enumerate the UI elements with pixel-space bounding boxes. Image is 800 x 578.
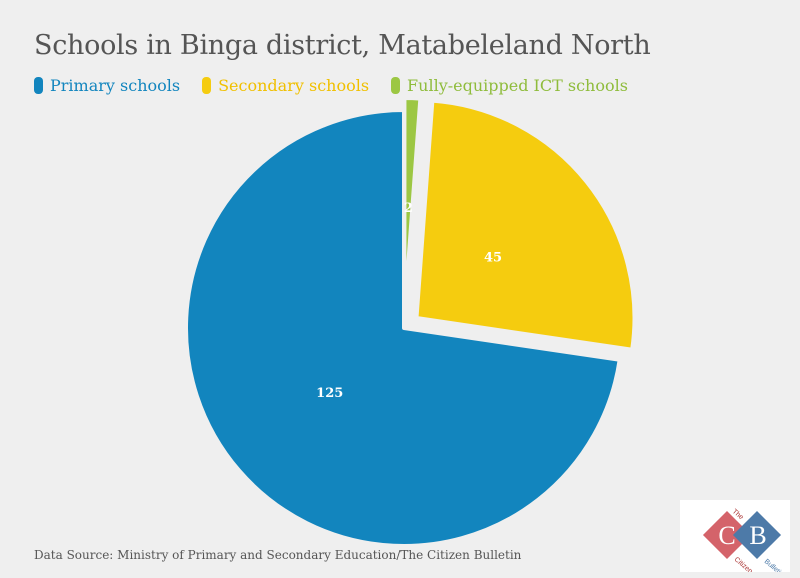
legend-label-primary: Primary schools: [50, 76, 181, 95]
logo-letter-c: C: [718, 521, 735, 550]
legend-item-primary: Primary schools: [34, 76, 180, 95]
pie-slice-secondary: [414, 98, 637, 352]
pie-slice-primary: [184, 108, 622, 548]
slice-value-label-primary: 125: [316, 386, 343, 401]
legend-item-secondary: Secondary schools: [202, 76, 369, 95]
logo-letter-b: B: [749, 521, 766, 550]
legend-swatch-primary: [34, 77, 43, 94]
legend-label-secondary: Secondary schools: [218, 76, 370, 95]
slice-value-label-secondary: 45: [484, 251, 502, 266]
legend-swatch-secondary: [202, 77, 212, 94]
pie-slice-ict: [402, 96, 423, 319]
data-source-note: Data Source: Ministry of Primary and Sec…: [34, 548, 522, 562]
logo-diamond-c: [702, 510, 752, 560]
logo-text-citizen: Citizen: [733, 556, 754, 572]
logo-text-bulletin: Bulletin: [763, 558, 785, 572]
legend-label-ict: Fully-equipped ICT schools: [407, 76, 628, 95]
chart-title: Schools in Binga district, Matabeleland …: [34, 30, 651, 61]
legend-item-ict: Fully-equipped ICT schools: [391, 76, 628, 95]
legend-swatch-ict: [391, 77, 401, 94]
logo-graphic: C B The Citizen Bulletin: [702, 508, 785, 578]
logo-diamond-b: [732, 510, 782, 560]
chart-legend: Primary schools Secondary schools Fully-…: [34, 76, 650, 95]
slice-value-label-ict: 2: [404, 201, 413, 216]
citizen-bulletin-logo: C B The Citizen Bulletin: [680, 500, 790, 578]
